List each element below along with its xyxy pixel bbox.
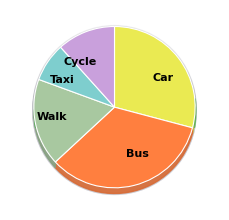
Ellipse shape <box>32 27 197 191</box>
Text: Cycle: Cycle <box>64 57 97 67</box>
Text: Walk: Walk <box>37 112 67 122</box>
Polygon shape <box>55 128 192 194</box>
Wedge shape <box>61 26 114 107</box>
Ellipse shape <box>32 31 197 195</box>
Ellipse shape <box>32 25 197 189</box>
Ellipse shape <box>32 30 197 194</box>
Ellipse shape <box>32 28 197 193</box>
Ellipse shape <box>32 27 197 191</box>
Wedge shape <box>39 47 114 107</box>
Wedge shape <box>34 79 114 162</box>
Ellipse shape <box>32 29 197 194</box>
Wedge shape <box>114 26 195 128</box>
Ellipse shape <box>32 29 197 193</box>
Polygon shape <box>34 109 55 168</box>
Text: Car: Car <box>153 73 174 83</box>
Ellipse shape <box>32 26 197 190</box>
Text: Bus: Bus <box>126 149 149 159</box>
Text: Taxi: Taxi <box>50 75 74 85</box>
Ellipse shape <box>32 29 197 193</box>
Ellipse shape <box>32 27 197 192</box>
Ellipse shape <box>32 26 197 191</box>
Ellipse shape <box>32 30 197 195</box>
Polygon shape <box>192 108 195 134</box>
Wedge shape <box>55 107 192 188</box>
Ellipse shape <box>32 31 197 195</box>
Ellipse shape <box>32 25 197 190</box>
Ellipse shape <box>32 28 197 192</box>
